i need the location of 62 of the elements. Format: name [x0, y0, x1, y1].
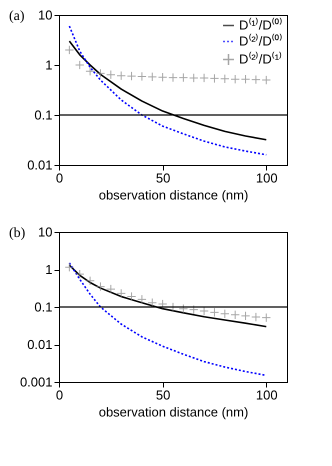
point — [178, 304, 188, 314]
point — [240, 74, 250, 84]
point — [75, 60, 84, 70]
point — [262, 312, 271, 322]
point — [116, 288, 126, 298]
y-tick-label: 0.01 — [27, 158, 52, 172]
y-tick-label: 0.001 — [20, 374, 52, 390]
point — [189, 304, 198, 314]
point — [199, 73, 209, 83]
point — [251, 74, 261, 84]
y-tick-label: 10 — [38, 224, 52, 240]
point — [262, 75, 271, 85]
x-tick-label: 50 — [156, 388, 170, 402]
point — [137, 294, 147, 304]
point — [96, 282, 106, 292]
y-tick-label: 1 — [45, 58, 52, 72]
line-series — [68, 262, 268, 376]
point — [137, 72, 147, 82]
point — [85, 66, 95, 76]
point — [240, 311, 250, 321]
point — [64, 45, 74, 55]
point — [96, 68, 106, 78]
x-axis-title: observation distance (nm) — [98, 404, 248, 420]
point — [220, 309, 230, 318]
point — [251, 312, 261, 322]
x-tick-label: 100 — [256, 170, 278, 186]
y-tick-label: 0.1 — [34, 108, 52, 122]
chart-title: (a) — [9, 9, 25, 24]
point — [230, 310, 240, 320]
x-tick-label: 0 — [56, 170, 64, 186]
legend-label: D⁽¹⁾/D⁽⁰⁾ — [239, 18, 283, 32]
legend-label: D⁽²⁾/D⁽¹⁾ — [239, 52, 282, 66]
point — [126, 292, 136, 302]
point — [158, 299, 168, 309]
point — [106, 70, 116, 80]
legend-label: D⁽²⁾/D⁽⁰⁾ — [239, 34, 283, 48]
point — [158, 72, 168, 82]
point — [106, 284, 116, 294]
point — [210, 308, 220, 318]
point — [199, 306, 209, 316]
point — [85, 276, 95, 286]
point — [230, 74, 240, 84]
point — [75, 270, 84, 279]
point — [220, 74, 230, 84]
point — [148, 298, 157, 308]
point — [168, 72, 178, 82]
x-tick-label: 0 — [56, 388, 64, 402]
point — [210, 74, 220, 84]
x-tick-label: 50 — [156, 170, 170, 186]
point — [189, 73, 198, 83]
x-tick-label: 100 — [256, 388, 278, 402]
x-axis-title: observation distance (nm) — [98, 188, 248, 202]
y-tick-label: 10 — [38, 8, 52, 22]
point — [116, 71, 126, 80]
y-tick-label: 1 — [45, 262, 52, 277]
point — [148, 72, 157, 82]
chart-title: (b) — [9, 226, 26, 241]
y-tick-label: 0.01 — [27, 337, 52, 352]
point — [178, 72, 188, 82]
point — [64, 262, 74, 272]
point — [126, 71, 136, 81]
y-tick-label: 0.1 — [34, 300, 52, 314]
